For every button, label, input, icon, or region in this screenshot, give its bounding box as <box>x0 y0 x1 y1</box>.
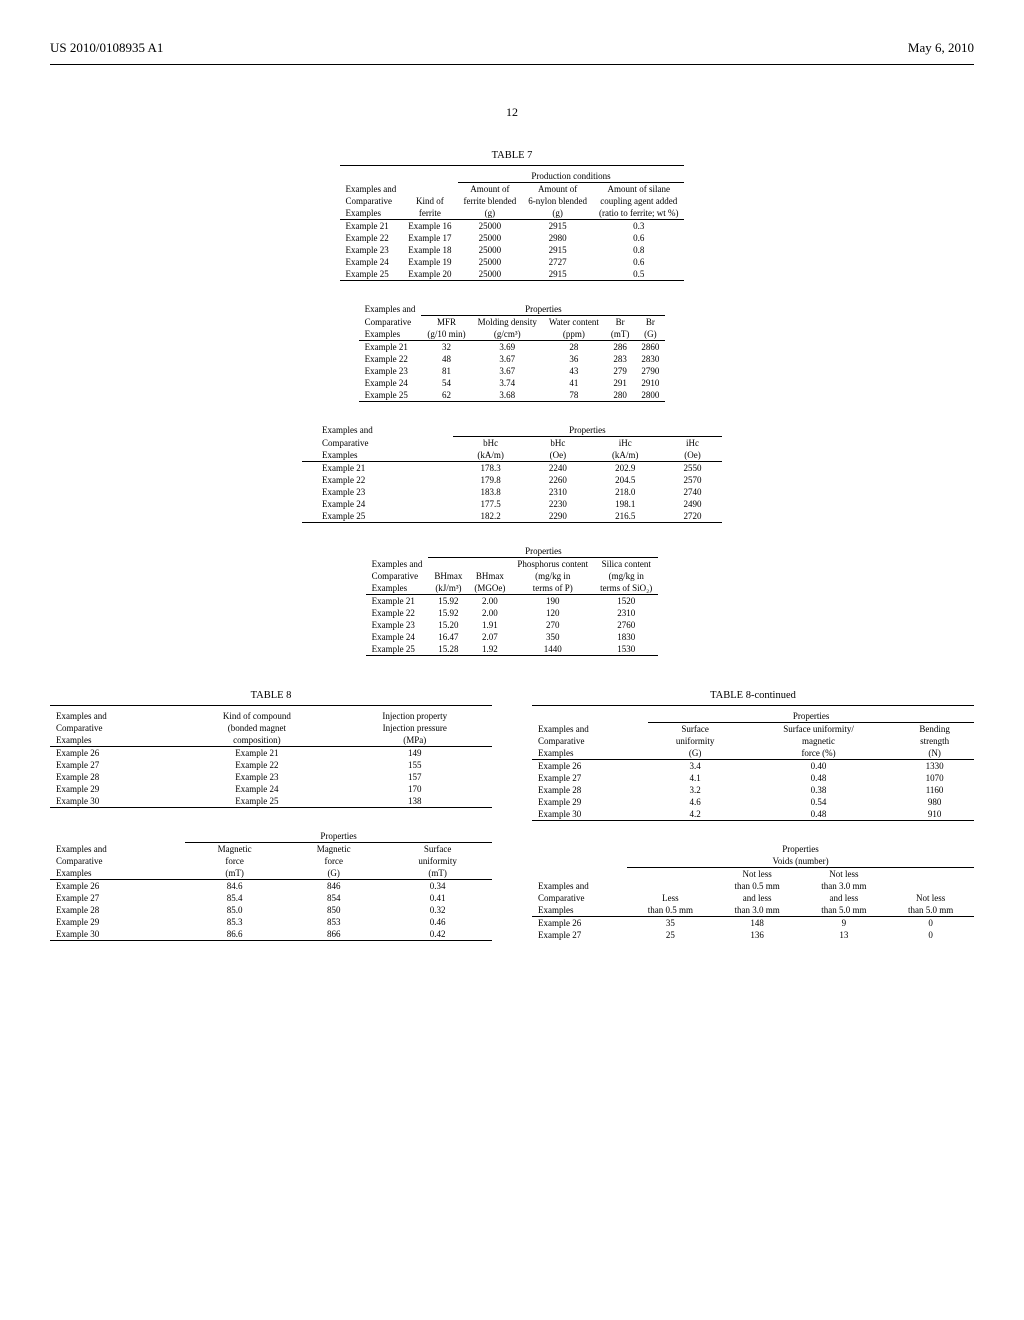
table-row: Example 27Example 22155 <box>50 759 492 771</box>
table-row: Example 21Example 162500029150.3 <box>340 220 685 233</box>
table-row: Example 263514890 <box>532 917 974 930</box>
page-number: 12 <box>50 105 974 120</box>
table-row: Example 2725136130 <box>532 929 974 941</box>
table8-title: TABLE 8 <box>50 690 492 701</box>
table-row: Example 304.20.48910 <box>532 808 974 821</box>
table-row: Example 23183.82310218.02740 <box>302 486 722 498</box>
table8-title-cont: TABLE 8-continued <box>532 690 974 701</box>
table-row: Example 22Example 172500029800.6 <box>340 232 685 244</box>
doc-id: US 2010/0108935 A1 <box>50 40 163 56</box>
table-row: Example 22483.67362832830 <box>359 353 666 365</box>
header-rule <box>50 64 974 65</box>
table-row: Example 294.60.54980 <box>532 796 974 808</box>
table-row: Example 2115.922.001901520 <box>366 595 659 608</box>
table8-right-section2: Properties Voids (number) Not less Not l… <box>532 843 974 941</box>
table7-section3: Examples andProperties Comparative bHc b… <box>302 424 722 527</box>
table-row: Example 22179.82260204.52570 <box>302 474 722 486</box>
table7-section2: Examples andProperties Comparative MFR M… <box>359 303 666 406</box>
table7-section1: Production conditions Examples and Amoun… <box>340 165 685 285</box>
table7-section4: Properties Examples and Phosphorus conte… <box>366 545 659 660</box>
table-row: Example 2684.68460.34 <box>50 880 492 893</box>
doc-date: May 6, 2010 <box>908 40 974 56</box>
page-header: US 2010/0108935 A1 May 6, 2010 <box>50 40 974 56</box>
table-row: Example 25Example 202500029150.5 <box>340 268 685 281</box>
table-row: Example 2515.281.9214401530 <box>366 643 659 656</box>
table-row: Example 26Example 21149 <box>50 747 492 760</box>
table-row: Example 25623.68782802800 <box>359 389 666 402</box>
table-row: Example 23813.67432792790 <box>359 365 666 377</box>
table8-right-section1: Properties Examples and Surface Surface … <box>532 705 974 825</box>
table-row: Example 28Example 23157 <box>50 771 492 783</box>
table-row: Example 2416.472.073501830 <box>366 631 659 643</box>
table-row: Example 263.40.401330 <box>532 760 974 773</box>
table-row: Example 2785.48540.41 <box>50 892 492 904</box>
table8-left-section1: Examples and Kind of compound Injection … <box>50 705 492 812</box>
table-row: Example 25182.22290216.52720 <box>302 510 722 523</box>
table-row: Example 21323.69282862860 <box>359 341 666 354</box>
table-row: Example 30Example 25138 <box>50 795 492 808</box>
table-row: Example 24177.52230198.12490 <box>302 498 722 510</box>
table-row: Example 2315.201.912702760 <box>366 619 659 631</box>
table-row: Example 2215.922.001202310 <box>366 607 659 619</box>
table-row: Example 29Example 24170 <box>50 783 492 795</box>
table-row: Example 3086.68660.42 <box>50 928 492 941</box>
table-row: Example 274.10.481070 <box>532 772 974 784</box>
table-row: Example 24543.74412912910 <box>359 377 666 389</box>
table-row: Example 24Example 192500027270.6 <box>340 256 685 268</box>
table-row: Example 23Example 182500029150.8 <box>340 244 685 256</box>
table-row: Example 283.20.381160 <box>532 784 974 796</box>
table8-left-section2: Properties Examples and Magnetic Magneti… <box>50 830 492 945</box>
table7-title: TABLE 7 <box>222 150 802 161</box>
table-row: Example 2985.38530.46 <box>50 916 492 928</box>
table-row: Example 21178.32240202.92550 <box>302 462 722 475</box>
table-row: Example 2885.08500.32 <box>50 904 492 916</box>
